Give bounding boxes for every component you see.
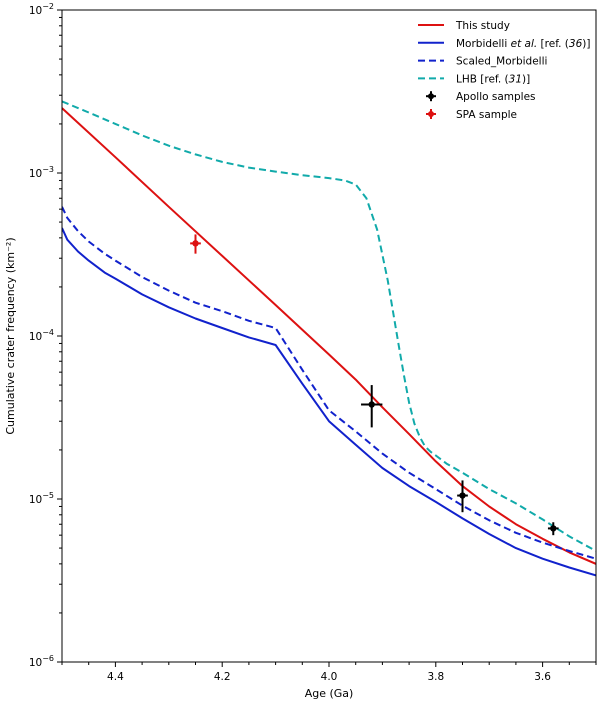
legend-entry-this-study: This study — [418, 20, 510, 32]
plot-marks — [62, 100, 596, 577]
y-tick-label: 10−3 — [29, 165, 54, 180]
y-tick-label: 10−4 — [29, 328, 54, 343]
axes: 4.4 4.2 4.0 3.8 3.6 10−6 10−5 10−4 10−3 10−2 — [29, 2, 597, 683]
x-tick-label: 4.4 — [107, 671, 124, 683]
svg-text:LHB [ref. (31)]: LHB [ref. (31)] — [456, 73, 530, 85]
legend: This study Morbidelli et al. [ref. (36)] S… — [418, 20, 590, 121]
svg-text:This study: This study — [455, 20, 510, 32]
legend-entry-spa-sample: SPA sample — [426, 109, 517, 121]
x-tick-label: 4.0 — [321, 671, 338, 683]
svg-text:Scaled_Morbidelli: Scaled_Morbidelli — [456, 56, 547, 68]
x-tick-label: 3.8 — [427, 671, 444, 683]
legend-entry-scaled-morbidelli: Scaled_Morbidelli — [418, 56, 547, 68]
data-point-apollo-samples-2 — [457, 480, 468, 513]
svg-text:SPA sample: SPA sample — [456, 109, 517, 121]
x-axis-label: Age (Ga) — [305, 687, 354, 700]
legend-entry-morbidelli-et-al-ref-36: Morbidelli et al. [ref. (36)] — [418, 38, 590, 50]
x-tick-label: 4.2 — [214, 671, 231, 683]
legend-entry-apollo-samples: Apollo samples — [426, 91, 536, 103]
series-line-this-study — [62, 107, 596, 565]
y-axis-label: Cumulative crater frequency (km⁻²) — [4, 237, 17, 434]
series-line-lhb-ref-31 — [62, 100, 596, 552]
svg-text:Morbidelli et al. [ref. (36)]: Morbidelli et al. [ref. (36)] — [456, 38, 590, 50]
data-point-apollo-samples-1 — [361, 385, 383, 428]
plot-area — [62, 100, 596, 577]
series-line-scaled-morbidelli — [62, 206, 596, 560]
svg-text:Apollo samples: Apollo samples — [456, 91, 536, 103]
y-tick-label: 10−6 — [29, 654, 54, 669]
data-point-apollo-samples-3 — [547, 522, 559, 536]
series-line-morbidelli-et-al-ref-36 — [62, 227, 596, 577]
y-tick-label: 10−2 — [29, 2, 54, 17]
x-tick-label: 3.6 — [534, 671, 551, 683]
y-tick-label: 10−5 — [29, 491, 54, 506]
legend-entry-lhb-ref-31: LHB [ref. (31)] — [418, 73, 530, 85]
data-point-spa-sample-1 — [190, 234, 201, 254]
